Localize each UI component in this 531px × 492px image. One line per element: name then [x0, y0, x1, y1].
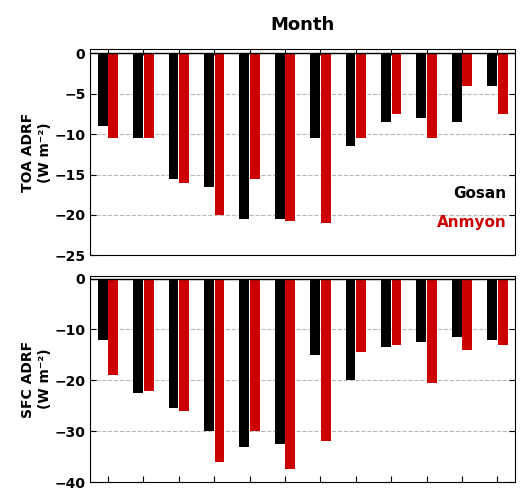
- Bar: [215, 278, 225, 462]
- Bar: [427, 53, 437, 138]
- Bar: [498, 278, 508, 345]
- Bar: [321, 278, 331, 441]
- Bar: [381, 278, 391, 347]
- Text: Gosan: Gosan: [453, 186, 507, 201]
- Bar: [356, 53, 366, 138]
- Bar: [321, 53, 331, 223]
- Bar: [204, 278, 214, 431]
- Bar: [144, 53, 153, 138]
- Y-axis label: SFC ADRF
(W m⁻²): SFC ADRF (W m⁻²): [21, 340, 52, 418]
- Bar: [346, 53, 355, 146]
- Bar: [98, 53, 108, 126]
- Bar: [168, 53, 178, 179]
- Bar: [498, 53, 508, 114]
- Bar: [275, 278, 285, 444]
- Bar: [133, 278, 143, 393]
- Bar: [215, 53, 225, 215]
- Bar: [144, 278, 153, 391]
- Bar: [463, 278, 472, 350]
- Bar: [356, 278, 366, 352]
- Bar: [487, 53, 497, 86]
- Bar: [168, 278, 178, 408]
- Bar: [346, 278, 355, 380]
- Text: Anmyon: Anmyon: [437, 215, 507, 230]
- Bar: [310, 53, 320, 138]
- Bar: [285, 278, 295, 469]
- Bar: [463, 53, 472, 86]
- Bar: [391, 278, 401, 345]
- Bar: [250, 278, 260, 431]
- Bar: [133, 53, 143, 138]
- Bar: [381, 53, 391, 122]
- Bar: [250, 53, 260, 179]
- Bar: [179, 53, 189, 183]
- Bar: [204, 53, 214, 186]
- Bar: [416, 278, 426, 342]
- Bar: [275, 53, 285, 219]
- Bar: [487, 278, 497, 339]
- Bar: [285, 53, 295, 221]
- Bar: [179, 278, 189, 411]
- Bar: [108, 278, 118, 375]
- Bar: [239, 53, 249, 219]
- Bar: [452, 53, 461, 122]
- Bar: [108, 53, 118, 138]
- Y-axis label: TOA ADRF
(W m⁻²): TOA ADRF (W m⁻²): [21, 113, 52, 192]
- Bar: [310, 278, 320, 355]
- Bar: [427, 278, 437, 383]
- Bar: [452, 278, 461, 337]
- Bar: [416, 53, 426, 118]
- Title: Month: Month: [271, 16, 335, 34]
- Bar: [239, 278, 249, 447]
- Bar: [391, 53, 401, 114]
- Bar: [98, 278, 108, 339]
